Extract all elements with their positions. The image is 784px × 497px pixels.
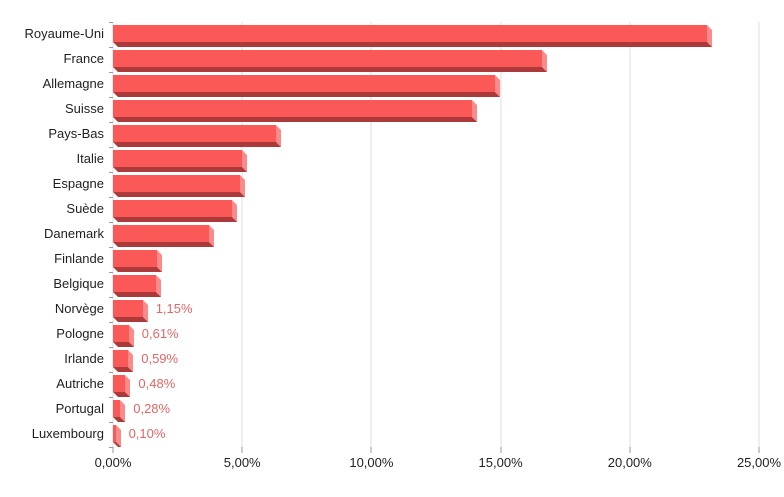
x-axis-tick <box>112 447 114 453</box>
category-label: Belgique <box>53 276 104 291</box>
x-tick-label: 15,00% <box>478 455 523 470</box>
bar[interactable] <box>113 100 473 117</box>
gridline <box>241 22 243 447</box>
bar[interactable] <box>113 325 129 342</box>
bar[interactable] <box>113 375 126 392</box>
bar[interactable] <box>113 225 209 242</box>
y-axis-tick <box>109 347 113 348</box>
bar[interactable] <box>113 25 708 42</box>
x-axis-tick <box>629 447 631 453</box>
value-label: 0,10% <box>128 426 166 441</box>
chart-row: Italie <box>77 147 759 172</box>
category-label: Pologne <box>56 326 104 341</box>
chart-row: Portugal 0,28% <box>56 397 759 422</box>
value-label: 0,59% <box>141 351 179 366</box>
category-label: Suède <box>66 201 104 216</box>
chart-row: Royaume-Uni <box>25 22 759 47</box>
plot-area: Royaume-Uni France Allemagne Suisse Pays-Bas… <box>25 22 760 453</box>
x-tick-label: 20,00% <box>607 455 652 470</box>
x-axis: 0,00% 5,00% 10,00% 15,00% 20,00% 25,00% <box>95 455 781 473</box>
y-axis-tick <box>109 397 113 398</box>
category-label: Irlande <box>64 351 104 366</box>
chart-row: Pologne 0,61% <box>56 322 759 347</box>
y-axis-tick <box>109 447 113 448</box>
bar[interactable] <box>113 125 276 142</box>
bar[interactable] <box>113 350 129 367</box>
category-label: Norvège <box>54 301 104 316</box>
bar[interactable] <box>113 150 243 167</box>
category-label: Suisse <box>64 101 104 116</box>
bar[interactable] <box>113 275 156 292</box>
category-label: Allemagne <box>42 76 104 91</box>
bar[interactable] <box>113 75 496 92</box>
category-label: Finlande <box>54 251 104 266</box>
category-label: France <box>63 51 104 66</box>
category-label: Espagne <box>52 176 104 191</box>
bar[interactable] <box>113 200 232 217</box>
chart-row: Irlande 0,59% <box>64 347 759 372</box>
category-label: Italie <box>76 151 104 166</box>
x-tick-label: 10,00% <box>349 455 394 470</box>
y-axis-tick <box>109 147 113 148</box>
category-label: Danemark <box>44 226 104 241</box>
gridline <box>629 22 631 447</box>
gridline <box>500 22 502 447</box>
y-axis-tick <box>109 222 113 223</box>
x-axis-tick <box>758 447 760 453</box>
y-axis-tick <box>109 97 113 98</box>
bar[interactable] <box>113 400 121 417</box>
chart-row: France <box>64 47 759 72</box>
y-axis-tick <box>109 47 113 48</box>
bar[interactable] <box>113 175 240 192</box>
x-axis-tick <box>370 447 372 453</box>
category-label: Luxembourg <box>31 426 104 441</box>
y-axis-tick <box>109 247 113 248</box>
bar[interactable] <box>113 50 542 67</box>
bar[interactable] <box>113 300 143 317</box>
value-label: 1,15% <box>155 301 193 316</box>
x-tick-label: 0,00% <box>94 455 132 470</box>
y-axis-tick <box>109 422 113 423</box>
gridline <box>370 22 372 447</box>
x-axis-tick <box>500 447 502 453</box>
y-axis-tick <box>109 22 113 23</box>
chart-row: Pays-Bas <box>48 122 759 147</box>
chart-row: Espagne <box>53 172 759 197</box>
category-label: Portugal <box>55 401 104 416</box>
category-label: Pays-Bas <box>48 126 104 141</box>
value-label: 0,48% <box>138 376 176 391</box>
x-axis-tick <box>241 447 243 453</box>
y-axis-tick <box>109 172 113 173</box>
value-label: 0,28% <box>133 401 171 416</box>
x-tick-label: 25,00% <box>736 455 782 470</box>
y-axis-tick <box>109 197 113 198</box>
chart-row: Allemagne <box>43 72 759 97</box>
chart-row: Norvège 1,15% <box>55 297 759 322</box>
y-axis-tick <box>109 297 113 298</box>
chart-row: Belgique <box>53 272 759 297</box>
chart-row: Finlande <box>54 247 759 272</box>
y-axis-tick <box>109 272 113 273</box>
y-axis-tick <box>109 372 113 373</box>
chart-row: Autriche 0,48% <box>56 372 759 397</box>
y-axis-tick <box>109 322 113 323</box>
chart-row: Suisse <box>65 97 759 122</box>
bar[interactable] <box>113 425 116 442</box>
chart-row: Luxembourg 0,10% <box>32 422 759 447</box>
chart-row: Suède <box>66 197 759 222</box>
y-axis-tick <box>109 72 113 73</box>
category-label: Autriche <box>56 376 104 391</box>
y-axis-tick <box>109 122 113 123</box>
gridline <box>758 22 760 447</box>
bar[interactable] <box>113 250 157 267</box>
value-label: 0,61% <box>141 326 179 341</box>
x-tick-label: 5,00% <box>223 455 261 470</box>
category-label: Royaume-Uni <box>24 26 104 41</box>
chart-row: Danemark <box>44 222 759 247</box>
